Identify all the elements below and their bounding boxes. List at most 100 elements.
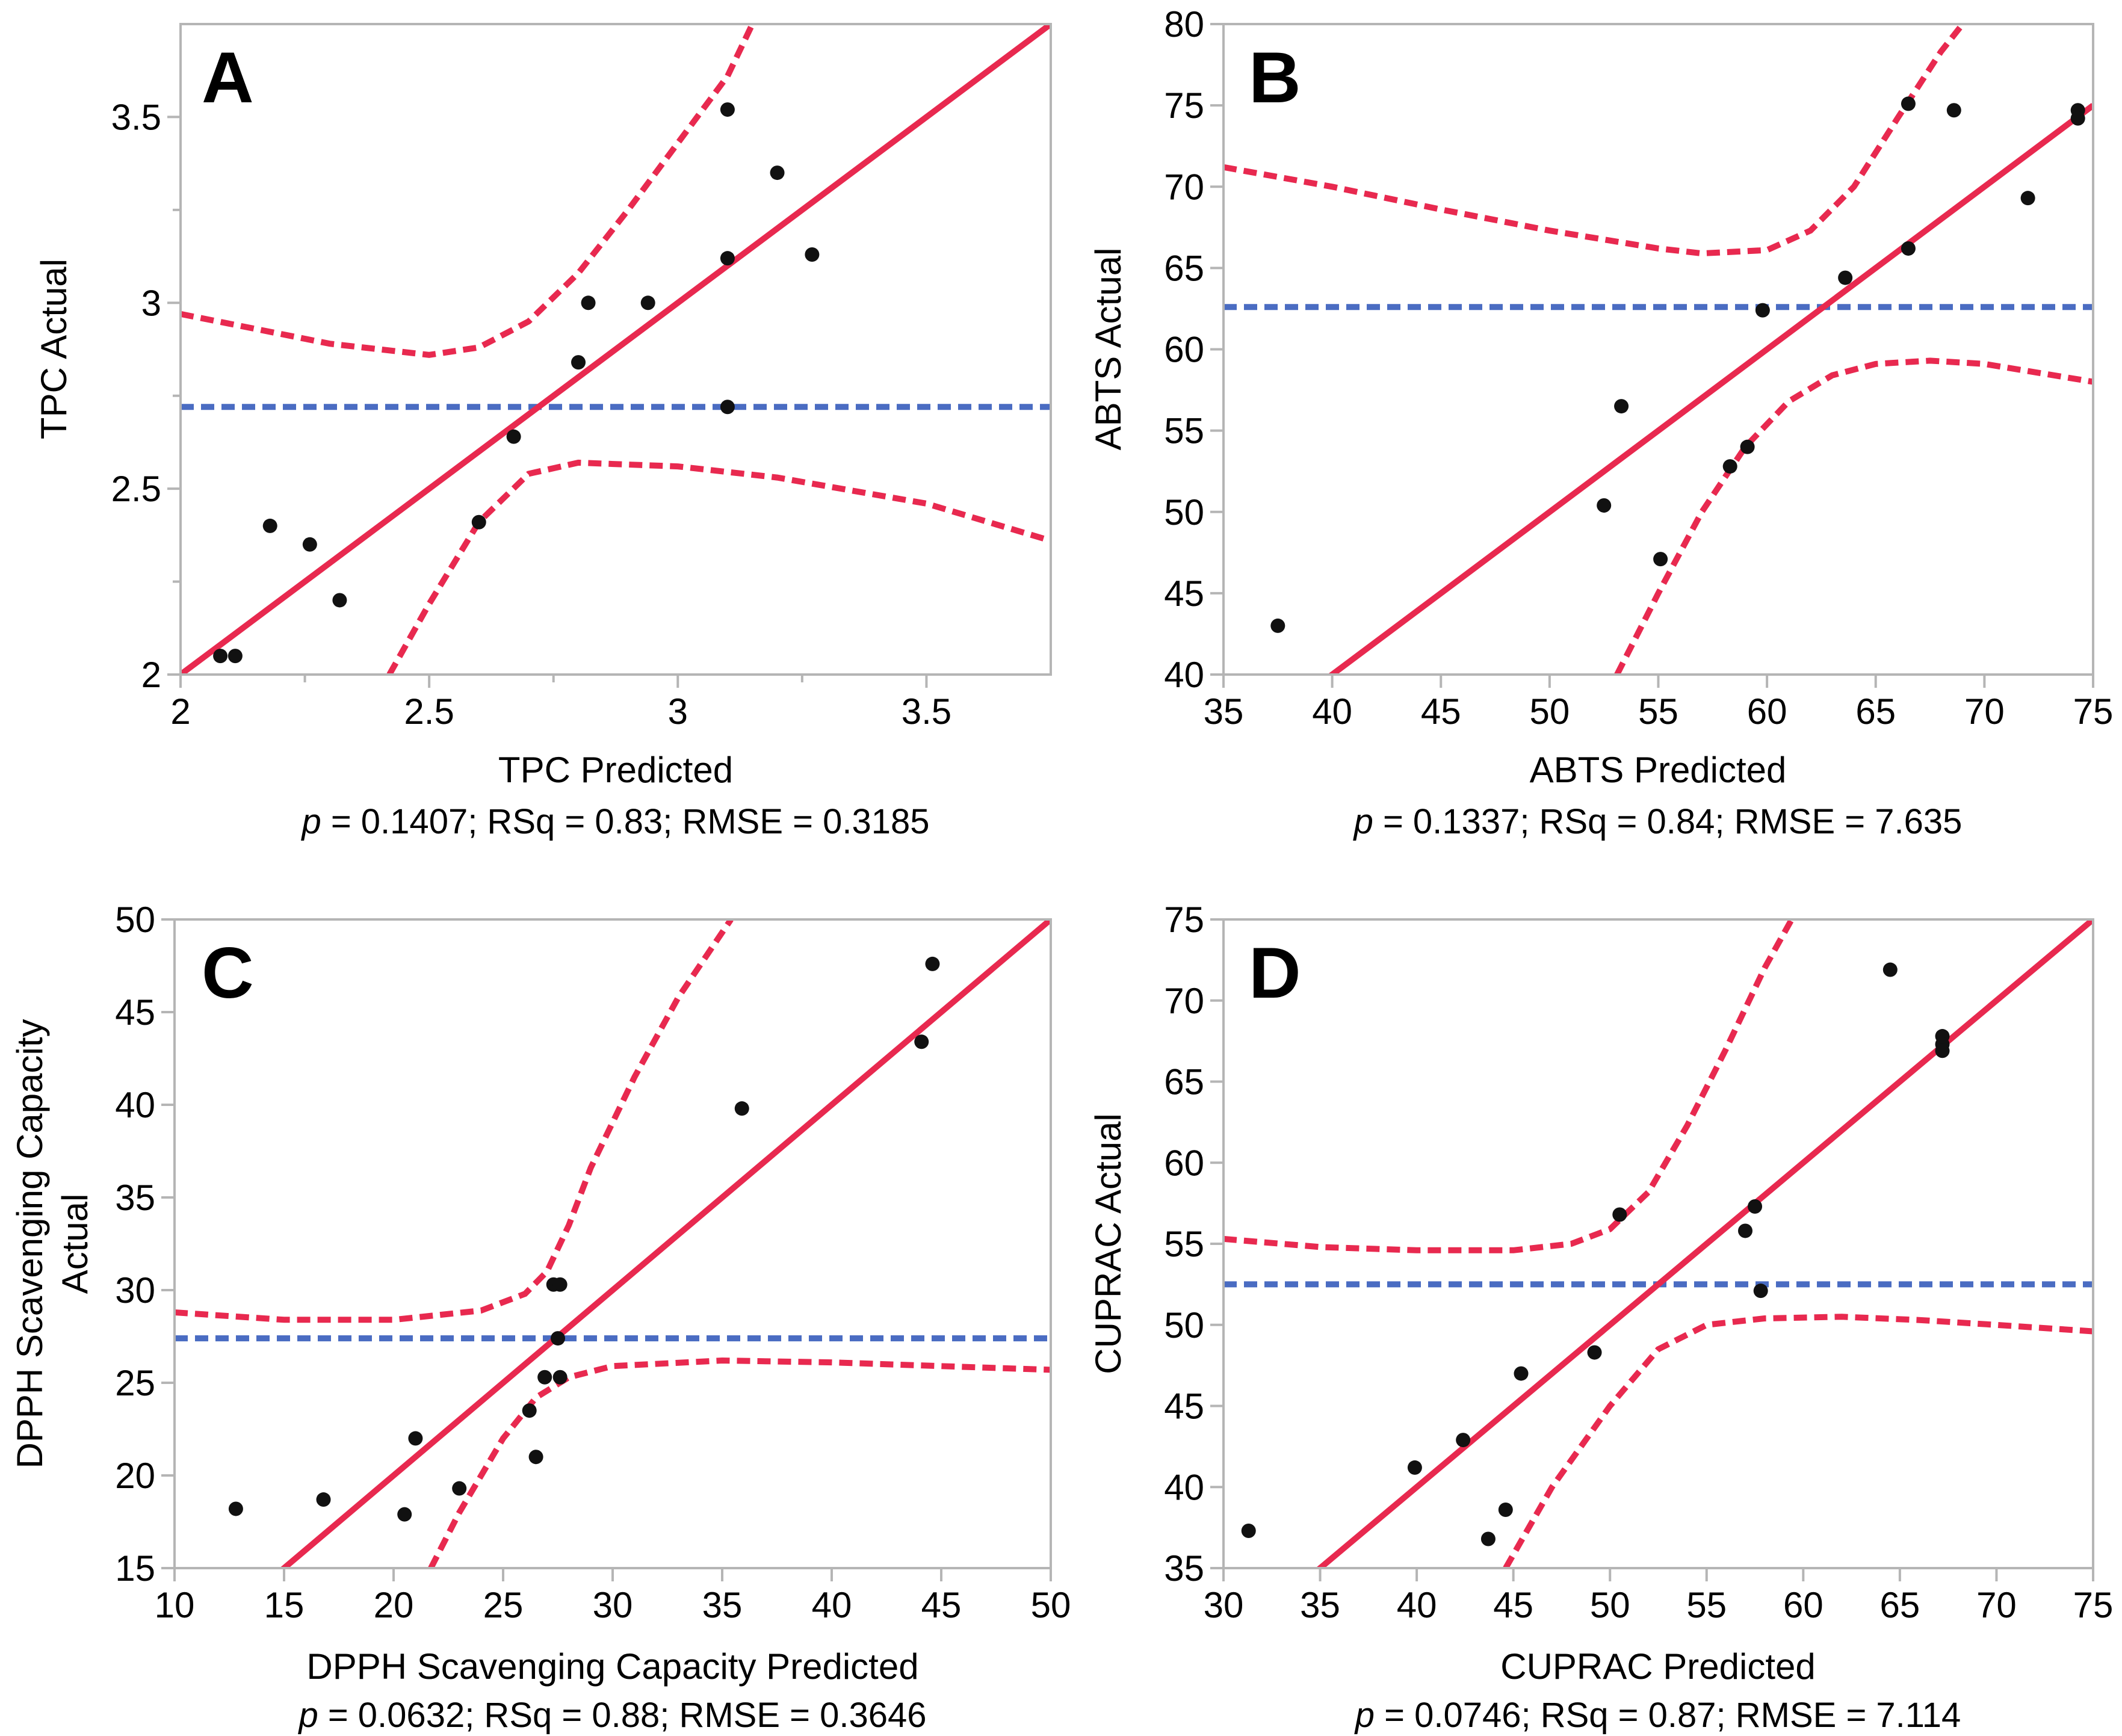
y-tick-label: 40 [115, 1085, 155, 1125]
y-axis-title-line-2: Actual [55, 1194, 95, 1294]
data-point [571, 355, 586, 370]
y-tick-label: 3 [141, 283, 161, 323]
x-tick-label: 40 [1312, 691, 1352, 732]
data-point [227, 649, 243, 664]
data-point [551, 1331, 565, 1346]
y-tick-label: 35 [1164, 1548, 1204, 1589]
data-point [528, 1450, 543, 1465]
panel-letter: B [1249, 37, 1301, 118]
data-point [552, 1277, 568, 1292]
data-point [316, 1492, 331, 1507]
y-tick-label: 75 [1164, 85, 1204, 126]
x-axis-title: CUPRAC Predicted [1500, 1646, 1816, 1687]
data-point [1946, 103, 1961, 118]
data-point [213, 649, 228, 664]
tick-marks [167, 116, 928, 688]
data-point [262, 518, 277, 533]
fit-line [1327, 103, 2093, 675]
stats-p-symbol: p [1353, 802, 1373, 841]
data-point [332, 593, 347, 608]
y-tick-label: 50 [1164, 492, 1204, 533]
data-point [452, 1481, 467, 1496]
data-point [408, 1431, 423, 1446]
y-tick-label: 80 [1164, 4, 1204, 45]
x-tick-label: 65 [1880, 1585, 1920, 1625]
x-tick-label: 25 [483, 1585, 524, 1625]
x-tick-label: 70 [1964, 691, 2005, 732]
x-tick-label: 50 [1031, 1585, 1071, 1625]
x-tick-label: 3 [668, 691, 688, 732]
stats-line: p = 0.1407; RSq = 0.83; RMSE = 0.3185 [300, 802, 929, 841]
stats-line: p = 0.0746; RSq = 0.87; RMSE = 7.114 [1354, 1696, 1961, 1735]
stats-values: = 0.1407; RSq = 0.83; RMSE = 0.3185 [321, 802, 930, 841]
lower-confidence-curve [1503, 1314, 2093, 1568]
stats-p-symbol: p [300, 802, 321, 841]
data-point [581, 295, 596, 310]
data-point [1753, 1283, 1768, 1299]
x-tick-label: 2 [170, 691, 190, 732]
y-tick-label: 55 [1164, 1224, 1204, 1264]
y-tick-label: 35 [115, 1178, 155, 1218]
data-point [720, 102, 735, 117]
stats-line: p = 0.1337; RSq = 0.84; RMSE = 7.635 [1353, 802, 1963, 841]
x-tick-label: 15 [264, 1585, 305, 1625]
y-axis-title: TPC Actual [34, 259, 74, 439]
x-tick-label: 35 [1204, 691, 1244, 732]
upper-confidence-curve [1223, 24, 1966, 257]
data-point [537, 1370, 552, 1385]
lower-confidence-curve [428, 1357, 1051, 1568]
data-point [1407, 1460, 1422, 1475]
data-point [522, 1403, 537, 1418]
plot-frame [1222, 918, 2094, 1569]
y-tick-label: 50 [115, 900, 155, 940]
fit-line [279, 919, 1051, 1568]
stats-values: = 0.0746; RSq = 0.87; RMSE = 7.114 [1375, 1696, 1961, 1735]
x-axis-title: DPPH Scavenging Capacity Predicted [306, 1646, 918, 1687]
fit-line [181, 24, 1051, 675]
x-tick-label: 3.5 [902, 691, 951, 732]
y-tick-label: 25 [115, 1363, 155, 1403]
x-tick-label: 35 [1300, 1585, 1340, 1625]
y-tick-label: 30 [115, 1270, 155, 1311]
y-axis-title: ABTS Actual [1088, 248, 1128, 451]
tick-marks [1210, 23, 2094, 688]
data-point [640, 295, 655, 310]
x-axis-title: ABTS Predicted [1530, 750, 1787, 790]
x-tick-label: 75 [2073, 1585, 2114, 1625]
data-point [1241, 1524, 1256, 1539]
data-point [1612, 1207, 1627, 1222]
data-point [1514, 1366, 1529, 1381]
x-tick-label: 30 [593, 1585, 633, 1625]
y-tick-label: 70 [1164, 167, 1204, 207]
x-tick-label: 45 [1493, 1585, 1533, 1625]
data-point [397, 1507, 412, 1522]
y-tick-label: 40 [1164, 1467, 1204, 1507]
data-point [1614, 399, 1629, 414]
data-point [1456, 1433, 1471, 1448]
x-tick-label: 35 [702, 1585, 743, 1625]
y-tick-label: 20 [115, 1456, 155, 1496]
lower-confidence-curve [1614, 357, 2093, 675]
x-tick-label: 40 [812, 1585, 852, 1625]
upper-confidence-curve [181, 24, 755, 358]
x-tick-label: 45 [1421, 691, 1461, 732]
y-tick-label: 65 [1164, 248, 1204, 288]
data-point [914, 1034, 929, 1049]
x-tick-label: 40 [1397, 1585, 1437, 1625]
panel-letter: D [1249, 933, 1301, 1013]
data-point [720, 251, 735, 266]
y-tick-label: 45 [1164, 573, 1204, 614]
x-tick-label: 60 [1783, 1585, 1823, 1625]
data-point [1498, 1502, 1513, 1517]
data-point [925, 956, 940, 971]
tick-marks [161, 918, 1052, 1581]
y-tick-label: 2.5 [111, 469, 161, 509]
data-point [805, 247, 820, 262]
x-tick-label: 30 [1204, 1585, 1244, 1625]
y-tick-label: 45 [115, 992, 155, 1033]
data-point [720, 400, 735, 415]
data-point [506, 429, 521, 444]
panel-letter: C [202, 933, 254, 1013]
